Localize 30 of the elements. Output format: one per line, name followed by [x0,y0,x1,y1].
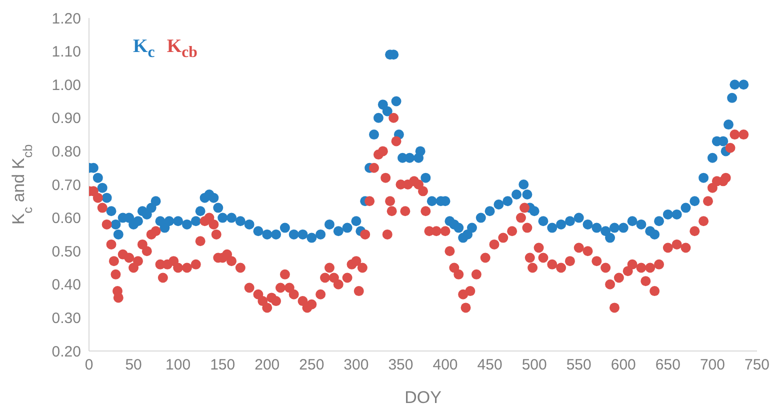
x-tick-label: 300 [344,356,369,374]
y-tick-label: 0.40 [52,276,81,294]
x-tick-label: 200 [254,356,280,374]
y-tick-label: 0.80 [52,144,81,161]
x-tick-label: 400 [432,356,458,374]
y-tick-label: 0.70 [52,176,81,194]
x-tick-label: 750 [744,356,770,374]
x-tick-label: 600 [610,356,636,374]
x-tick-label: 50 [125,356,142,374]
y-tick-label: 0.90 [52,110,81,128]
y-tick-label: 0.50 [52,243,81,260]
x-tick-label: 0 [84,356,94,374]
x-tick-label: 350 [388,356,414,374]
x-axis-title: DOY [404,388,442,407]
x-tick-label: 650 [655,356,680,374]
y-tick-label: 0.20 [52,343,81,360]
x-tick-label: 700 [700,356,725,374]
x-tick-label: 100 [166,356,191,374]
y-tick-label: 1.20 [52,10,81,28]
x-tick-label: 150 [210,356,236,374]
y-tick-label: 0.60 [52,210,81,228]
x-tick-label: 450 [477,356,502,374]
y-tick-label: 0.30 [52,310,81,328]
text: K$_{cb}$ [166,36,198,62]
text: K$_{c}$ [133,36,155,62]
x-tick-label: 500 [522,356,547,374]
x-tick-label: 550 [566,356,592,374]
x-tick-label: 250 [299,356,324,374]
y-tick-label: 1.10 [52,44,81,61]
y-tick-label: 1.00 [52,76,81,94]
